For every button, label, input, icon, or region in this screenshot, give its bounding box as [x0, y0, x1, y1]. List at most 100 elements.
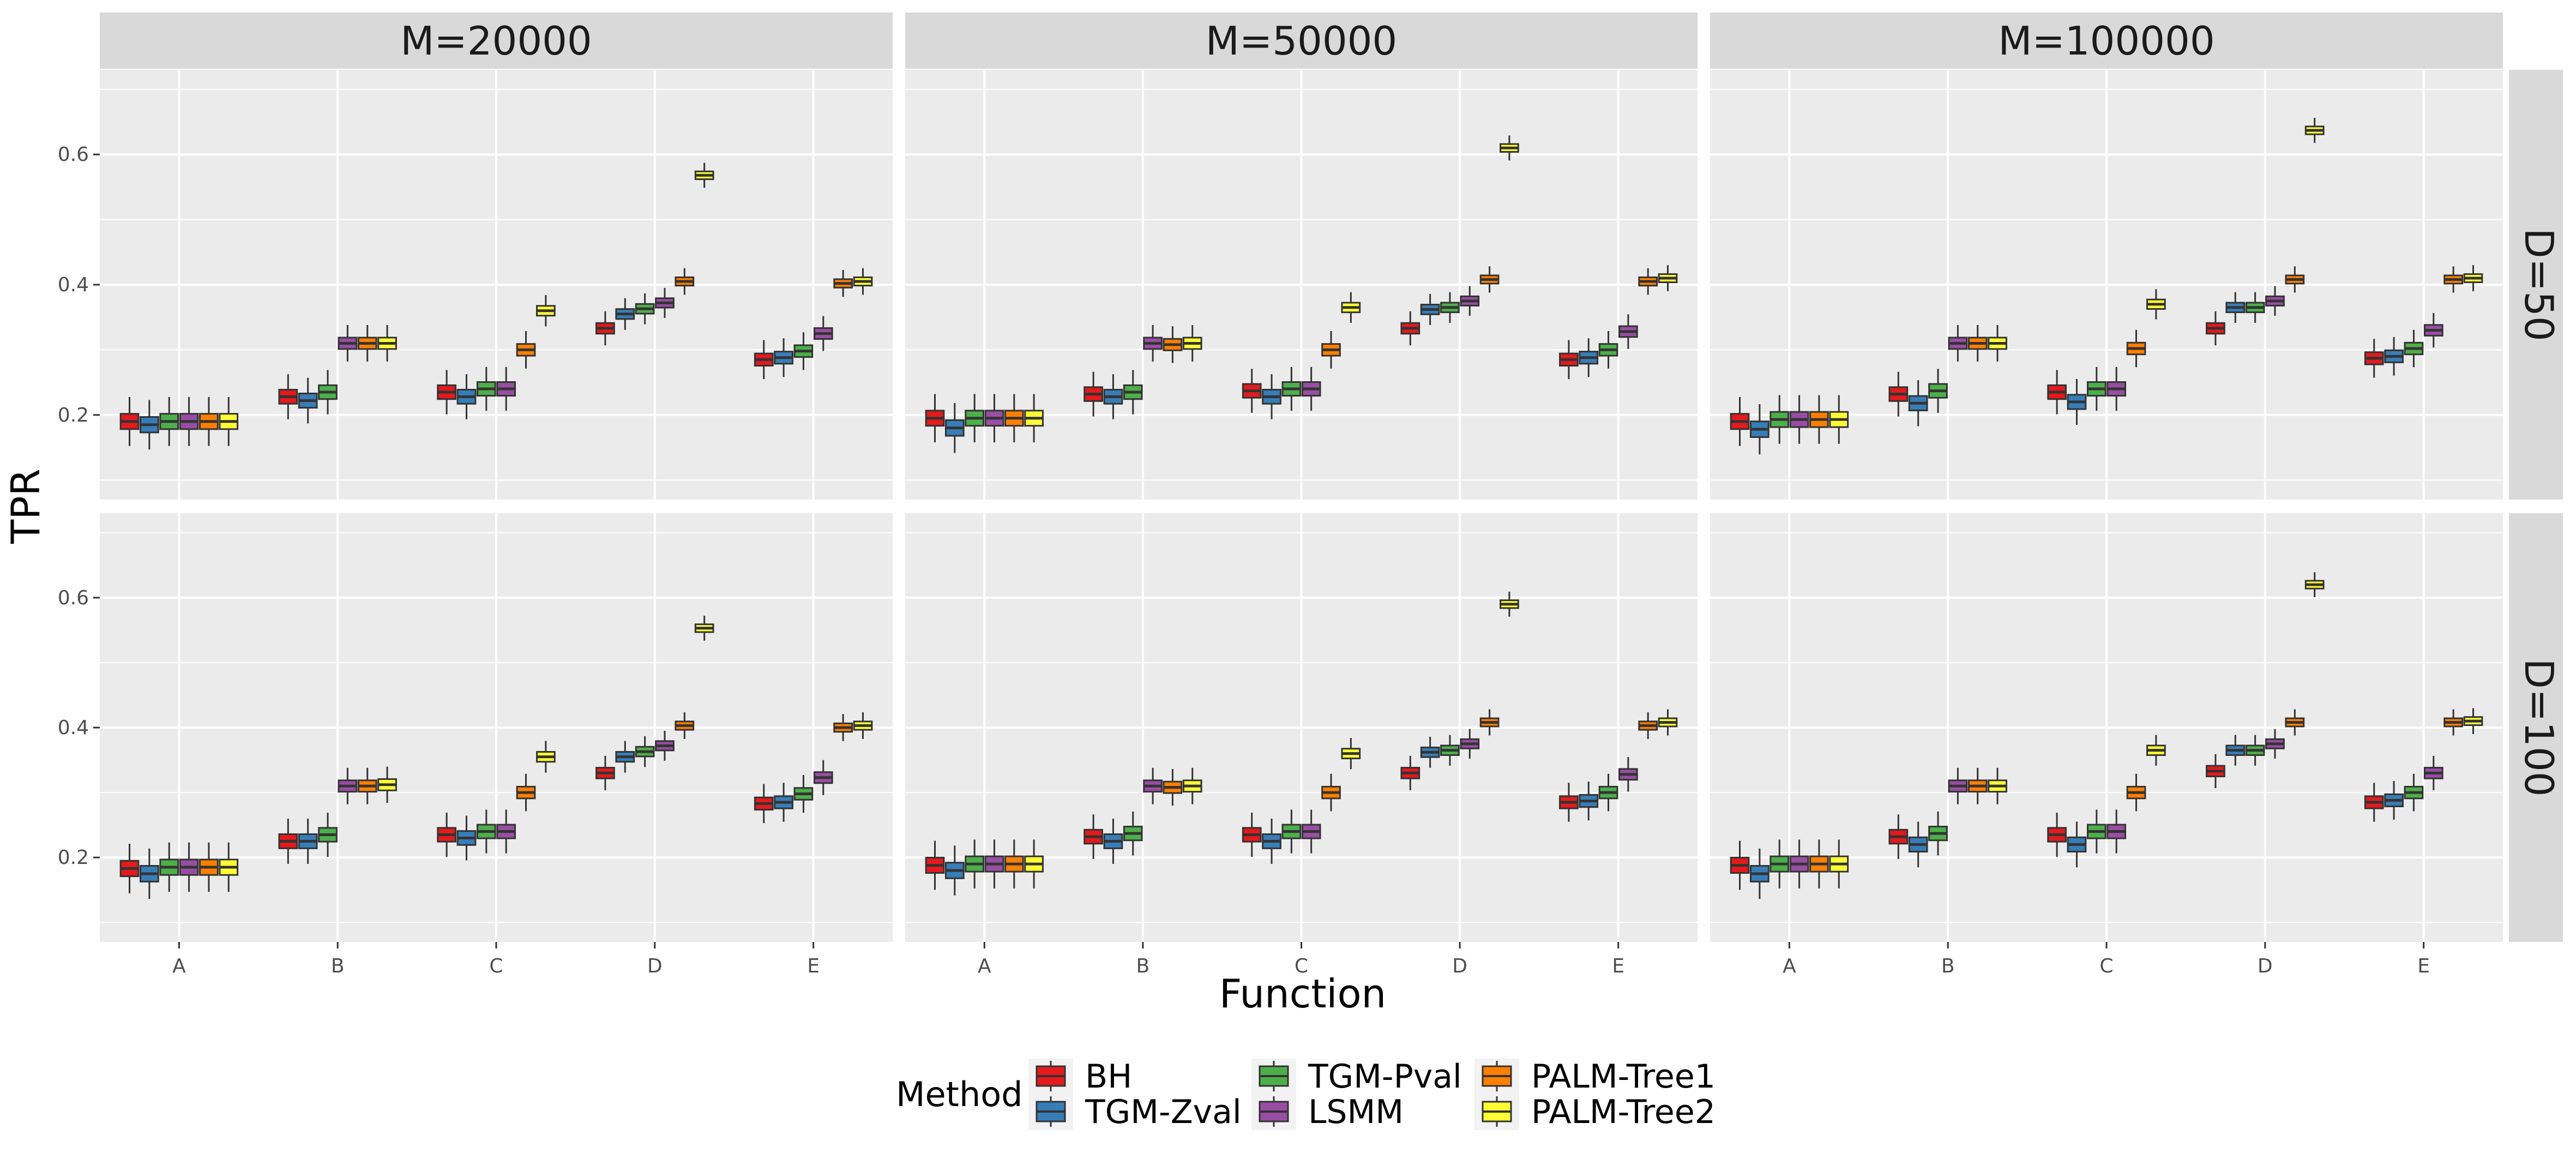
boxplot-E-PALM-Tree2 [2463, 708, 2483, 734]
boxplot-D-TGM-Pval [2245, 292, 2265, 323]
boxplot-C-PALM-Tree2 [1341, 292, 1361, 323]
boxplot-A-BH [119, 843, 140, 893]
boxplot-D-TGM-Pval [635, 736, 655, 767]
panel-2-3 [1710, 513, 2503, 942]
boxplot-B-BH [278, 818, 298, 864]
boxplot-A-LSMM [984, 394, 1004, 443]
boxplot-A-TGM-Zval [140, 400, 159, 450]
boxplot-D-BH [2206, 754, 2225, 788]
boxplot-B-TGM-Zval [1908, 380, 1928, 427]
boxplot-D-LSMM [655, 730, 675, 761]
boxplot-D-TGM-Pval [635, 293, 655, 325]
x-tick-label: B [331, 955, 345, 977]
boxplot-D-LSMM [1460, 286, 1480, 316]
boxplot-C-TGM-Pval [1281, 367, 1302, 411]
boxplot-B-PALM-Tree1 [357, 325, 377, 362]
boxplot-A-PALM-Tree1 [1809, 395, 1829, 444]
boxplot-D-PALM-Tree2 [1500, 135, 1519, 161]
boxplot-D-TGM-Zval [2225, 292, 2246, 323]
boxplot-E-BH [2364, 339, 2384, 378]
boxplot-B-LSMM [1143, 767, 1163, 804]
boxplot-E-TGM-Zval [774, 338, 793, 377]
boxplot-D-PALM-Tree1 [1479, 266, 1500, 293]
boxplot-C-TGM-Pval [476, 809, 496, 854]
boxplot-B-PALM-Tree2 [1182, 767, 1202, 804]
boxplot-C-TGM-Zval [456, 374, 477, 419]
boxplot-A-PALM-Tree1 [1809, 839, 1829, 888]
boxplot-C-PALM-Tree1 [1321, 331, 1341, 369]
legend-item-TGM-Pval: TGM-Pval [1251, 1058, 1462, 1096]
panel-1-1 [100, 70, 893, 500]
boxplot-C-LSMM [496, 367, 516, 411]
boxplot-E-TGM-Pval [1598, 331, 1618, 369]
x-axis-title: Function [1219, 971, 1386, 1017]
y-tick-label: 0.6 [58, 587, 89, 609]
boxplot-A-BH [1730, 840, 1750, 890]
boxplot-A-PALM-Tree1 [1004, 394, 1024, 443]
boxplot-B-PALM-Tree1 [1163, 326, 1183, 363]
boxplot-C-PALM-Tree1 [516, 331, 536, 369]
boxplot-C-BH [1242, 813, 1262, 857]
boxplot-B-PALM-Tree1 [1163, 769, 1183, 806]
boxplot-A-PALM-Tree1 [199, 397, 219, 446]
boxplot-C-LSMM [2106, 809, 2127, 854]
boxplot-C-PALM-Tree1 [2126, 329, 2146, 368]
boxplot-E-PALM-Tree1 [2443, 266, 2463, 293]
boxplot-E-LSMM [2423, 313, 2443, 348]
boxplot-A-TGM-Pval [159, 397, 179, 446]
boxplot-C-BH [437, 813, 456, 857]
boxplot-B-PALM-Tree1 [357, 767, 377, 804]
boxplot-B-BH [1888, 814, 1909, 859]
boxplot-D-LSMM [1460, 729, 1480, 759]
x-tick-label: D [647, 955, 663, 977]
column-strip-label: M=100000 [1998, 18, 2214, 64]
boxplot-E-PALM-Tree1 [2443, 709, 2463, 736]
boxplot-E-LSMM [2423, 755, 2443, 790]
boxplot-C-PALM-Tree1 [516, 773, 536, 812]
boxplot-D-LSMM [2265, 729, 2285, 759]
boxplot-E-PALM-Tree2 [1658, 709, 1678, 736]
boxplot-B-LSMM [1143, 325, 1163, 362]
boxplot-A-TGM-Pval [1770, 839, 1790, 888]
boxplot-D-PALM-Tree1 [1479, 709, 1500, 736]
legend-label: TGM-Zval [1085, 1093, 1242, 1131]
boxplot-E-TGM-Zval [1579, 338, 1599, 377]
boxplot-D-PALM-Tree2 [694, 163, 714, 188]
panel-2-1 [100, 513, 893, 942]
boxplot-D-TGM-Zval [1420, 293, 1440, 325]
boxplot-A-TGM-Pval [159, 842, 179, 892]
boxplot-E-PALM-Tree1 [833, 714, 853, 741]
boxplot-C-TGM-Pval [2086, 809, 2106, 854]
boxplot-B-TGM-Zval [1908, 821, 1928, 868]
boxplot-E-LSMM [1618, 314, 1638, 349]
y-tick-label: 0.2 [58, 404, 89, 427]
boxplot-B-PALM-Tree2 [1182, 325, 1202, 362]
boxplot-E-TGM-Pval [793, 332, 814, 370]
boxplot-A-TGM-Zval [1750, 848, 1770, 899]
boxplot-C-BH [1242, 369, 1262, 413]
boxplot-A-PALM-Tree2 [1829, 395, 1849, 444]
boxplot-E-TGM-Pval [1598, 773, 1618, 812]
boxplot-E-LSMM [1618, 757, 1638, 792]
boxplot-C-LSMM [1301, 809, 1321, 854]
boxplot-A-PALM-Tree2 [1829, 839, 1849, 888]
legend-label: TGM-Pval [1308, 1058, 1462, 1096]
boxplot-B-TGM-Pval [1928, 369, 1948, 413]
boxplot-A-TGM-Zval [140, 848, 159, 899]
legend-title: Method [896, 1074, 1023, 1114]
legend-label: PALM-Tree2 [1531, 1093, 1716, 1131]
boxplot-A-LSMM [1789, 395, 1809, 444]
boxplot-E-PALM-Tree2 [1658, 265, 1678, 291]
boxplot-D-PALM-Tree1 [675, 712, 695, 739]
column-strip [100, 13, 893, 69]
legend-item-BH: BH [1028, 1058, 1132, 1096]
boxplot-D-BH [1400, 755, 1421, 790]
x-tick-label: A [1783, 955, 1796, 977]
boxplot-A-PALM-Tree2 [1024, 839, 1044, 888]
boxplot-E-BH [754, 784, 774, 824]
column-strip [1710, 13, 2503, 69]
x-tick-label: D [1452, 955, 1467, 977]
boxplot-A-BH [1730, 397, 1750, 446]
column-strip [905, 13, 1698, 69]
y-axis-title: TPR [3, 469, 49, 544]
